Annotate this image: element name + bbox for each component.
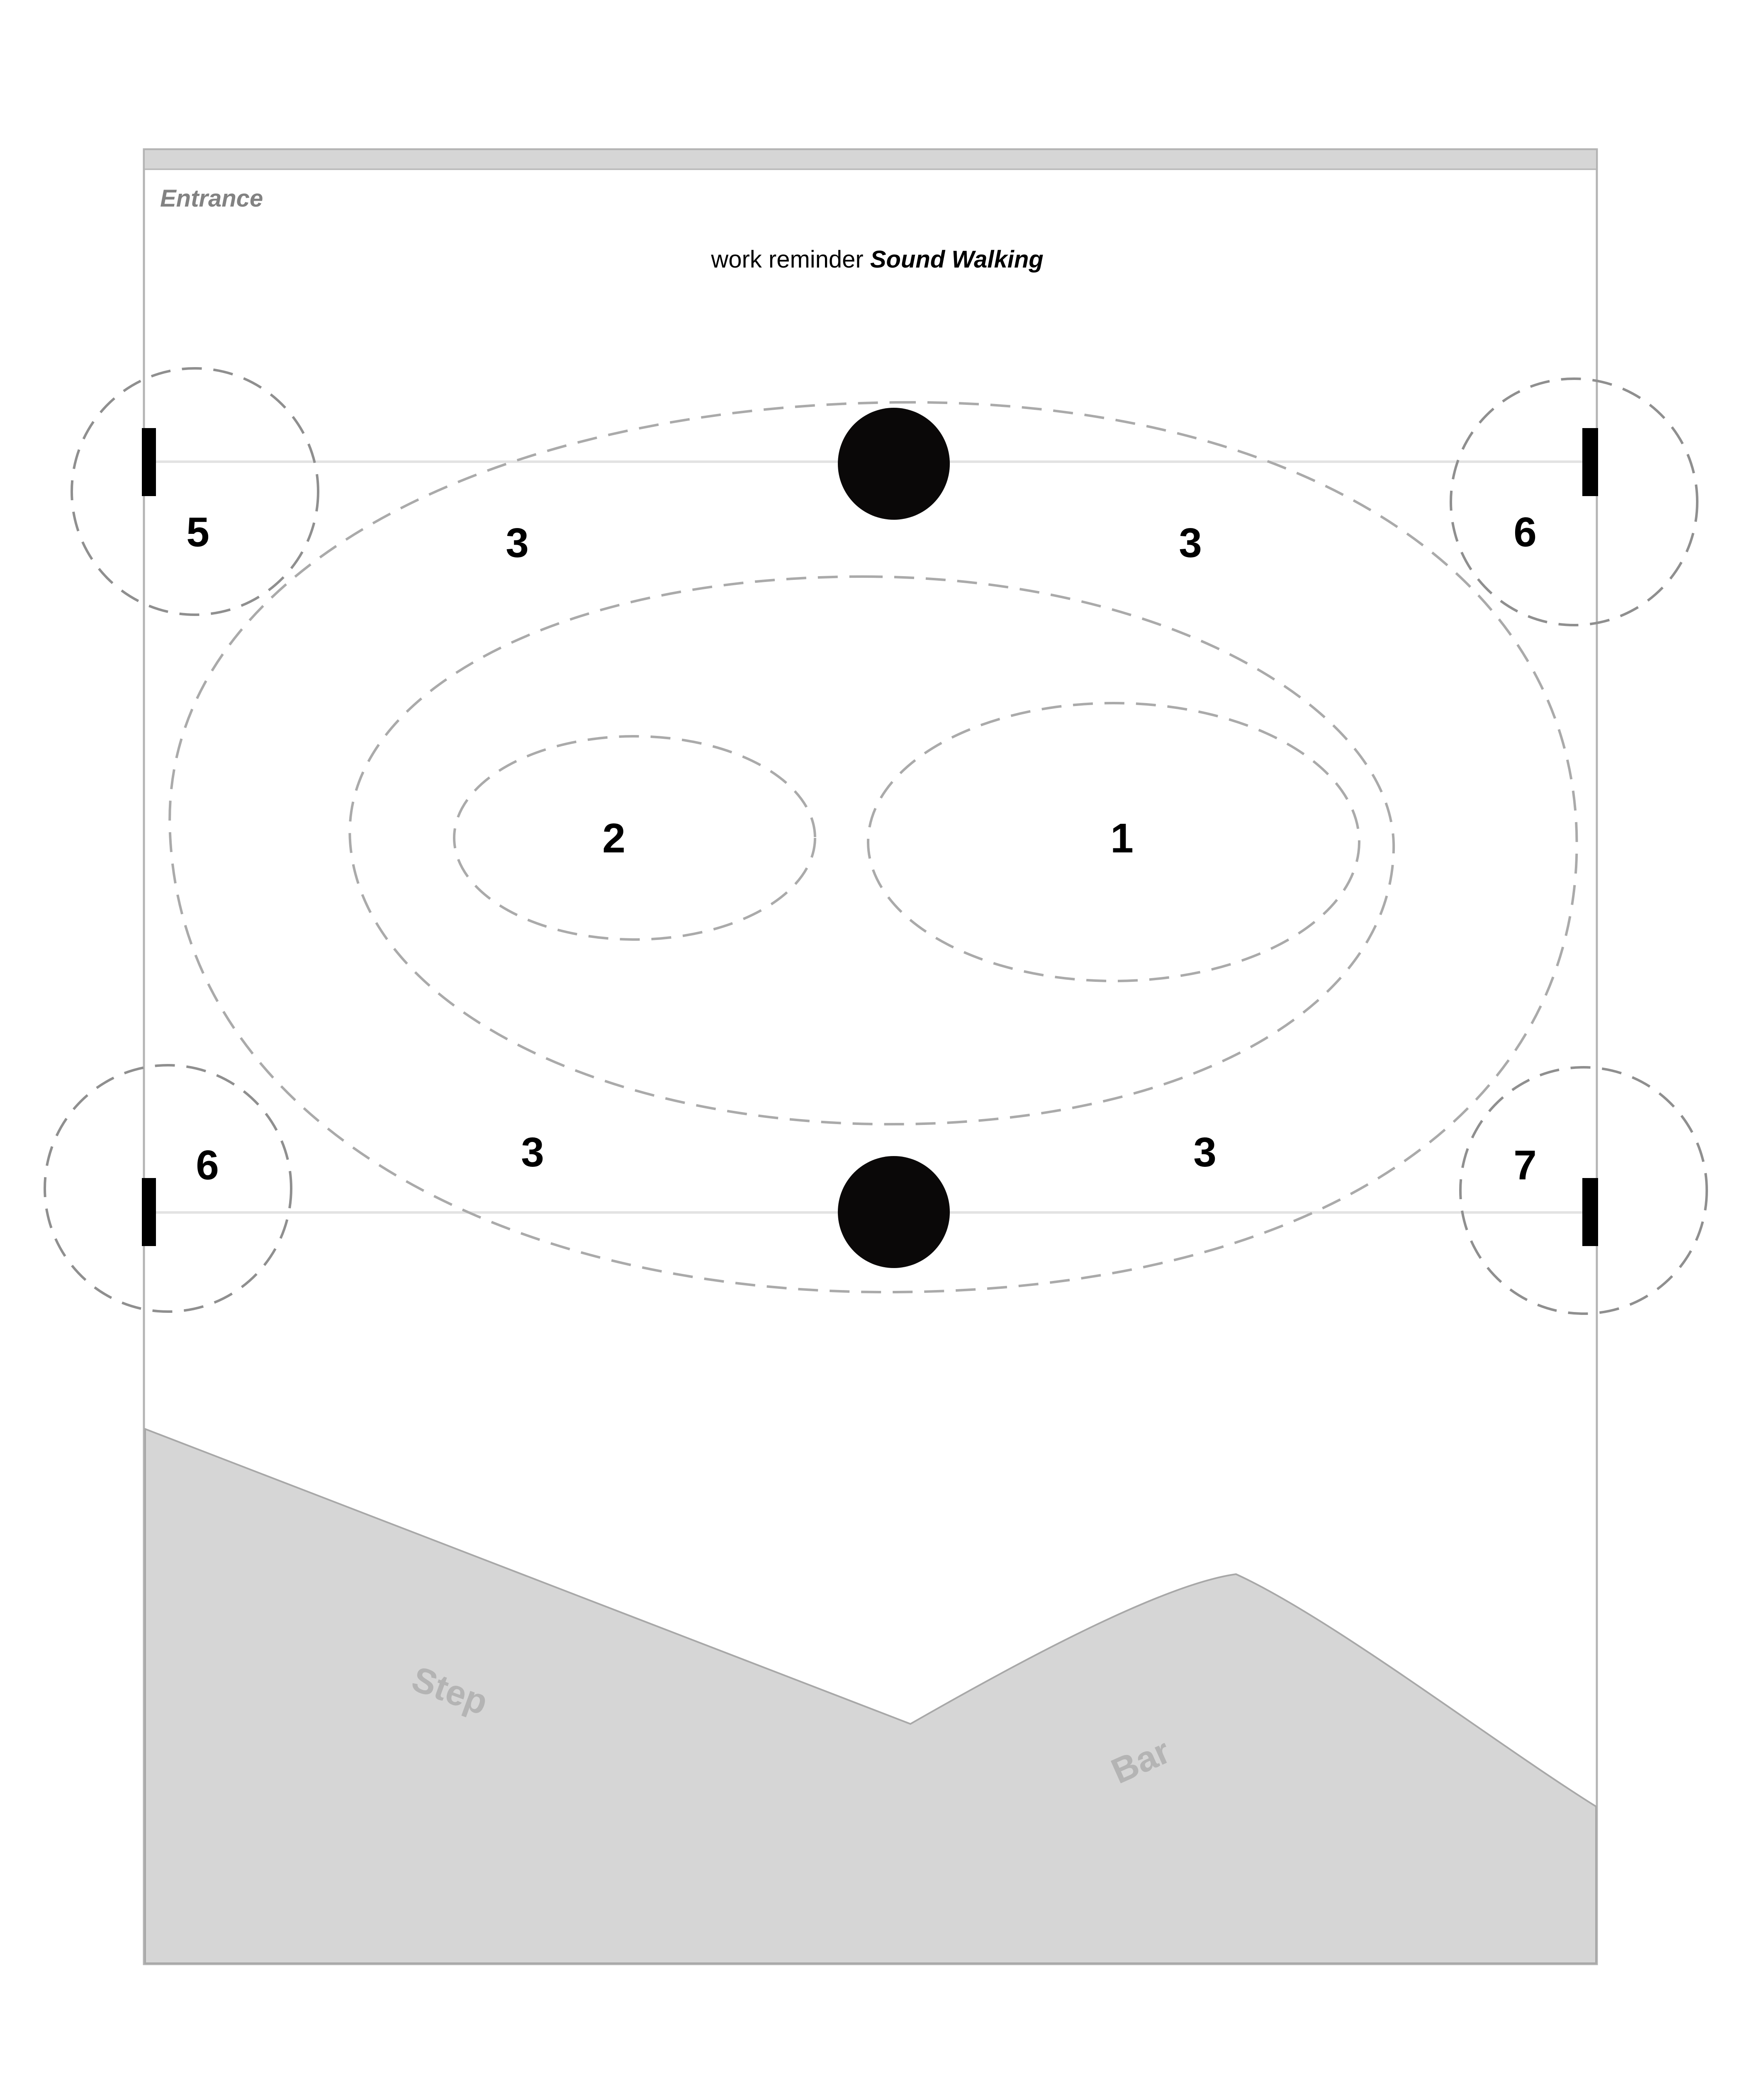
zone-label-2: 2 <box>602 815 625 862</box>
entrance-strip <box>145 150 1596 169</box>
speaker-bar-top-right <box>1582 428 1598 496</box>
zone-label-6-top: 6 <box>1513 509 1537 555</box>
zone-outline-6-bottom <box>44 1064 292 1313</box>
zone-label-3-bottom-left: 3 <box>521 1129 544 1176</box>
zone-label-7: 7 <box>1513 1142 1537 1188</box>
entrance-label: Entrance <box>160 185 263 212</box>
speaker-bar-top-left <box>142 428 156 496</box>
title-name: Sound Walking <box>870 246 1044 273</box>
zone-outline-outer <box>168 401 1578 1294</box>
speaker-top <box>838 408 950 520</box>
speaker-bar-bottom-right <box>1582 1178 1598 1246</box>
zone-label-1: 1 <box>1110 815 1134 862</box>
zone-label-3-bottom-right: 3 <box>1193 1129 1217 1176</box>
title: work reminder Sound Walking <box>710 246 1043 273</box>
zone-label-3-top-left: 3 <box>506 520 529 566</box>
speaker-bottom <box>838 1156 950 1268</box>
zone-outline-2 <box>453 735 816 941</box>
step-bar-area <box>144 1428 1597 1964</box>
zone-outline-7 <box>1459 1066 1708 1315</box>
zone-label-3-top-right: 3 <box>1179 520 1202 566</box>
title-prefix: work reminder <box>710 246 863 273</box>
zone-label-6-bottom: 6 <box>196 1142 219 1188</box>
zone-outline-5 <box>71 367 319 616</box>
speaker-bar-bottom-left <box>142 1178 156 1246</box>
zone-label-5: 5 <box>186 509 209 555</box>
zone-outline-6-top <box>1450 377 1698 626</box>
zone-outline-1 <box>867 702 1360 982</box>
